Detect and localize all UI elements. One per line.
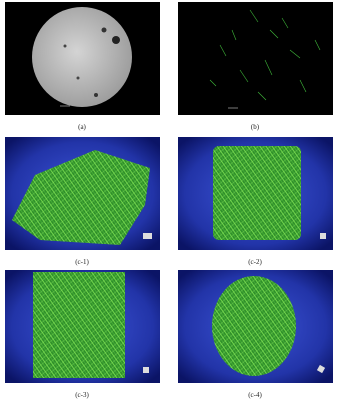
caption: (c-4) [248,391,262,399]
panel-c-4 [178,270,333,383]
pore [76,76,80,80]
caption: (c-3) [75,391,89,399]
panel-background [178,2,333,115]
orientation-cube [143,367,149,373]
fiber-volume-overlay [212,276,296,376]
fibers [209,9,321,101]
panel-c-2 [178,137,333,250]
panel-c-1 [5,137,160,250]
specimen-section [32,7,132,107]
pore [101,27,107,33]
panel-b [178,2,333,115]
pore [94,93,98,97]
caption: (c-2) [248,258,262,266]
pore [63,44,67,48]
fiber-volume-overlay [213,146,301,240]
panel-c-3 [5,270,160,383]
fiber-volume-overlay [33,272,125,378]
orientation-cube [143,233,152,239]
orientation-cube [316,364,326,374]
pore [112,36,120,44]
caption: (b) [251,123,260,131]
panel-a [5,2,160,115]
caption: (c-1) [75,258,89,266]
orientation-cube [320,233,326,239]
fiber-volume-overlay [12,150,150,245]
caption: (a) [78,123,86,131]
